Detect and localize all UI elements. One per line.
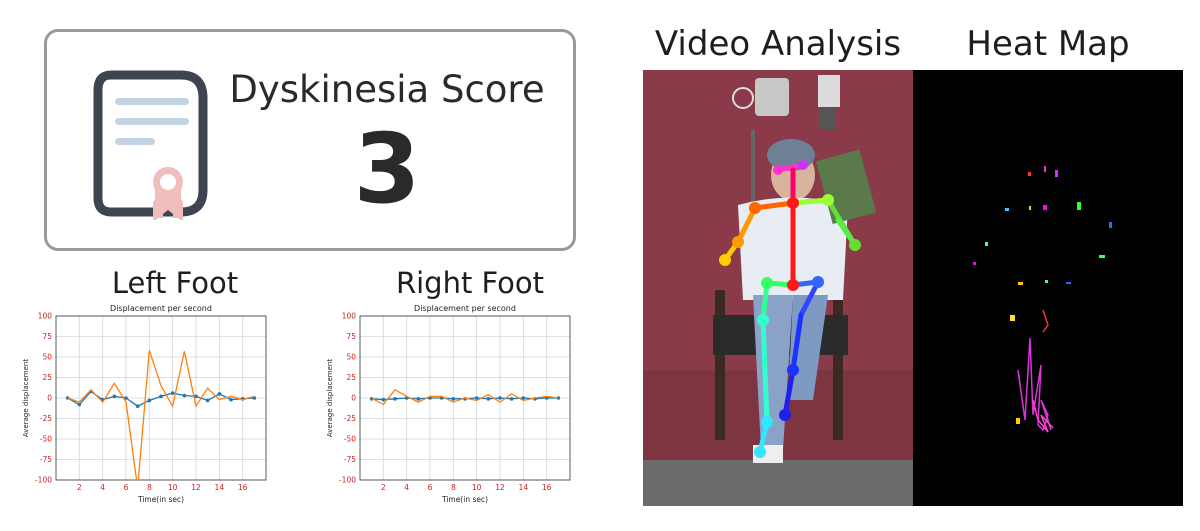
- y-tick-label: 25: [346, 373, 356, 382]
- data-point: [124, 396, 128, 400]
- data-point: [194, 394, 198, 399]
- y-tick-label: 25: [42, 373, 52, 382]
- x-tick-label: 16: [238, 483, 248, 492]
- data-point: [474, 396, 479, 400]
- data-point: [509, 397, 514, 401]
- y-tick-label: -25: [344, 414, 356, 423]
- y-tick-label: 0: [47, 394, 52, 403]
- y-axis-label: Average displacement: [326, 359, 334, 437]
- data-point: [381, 397, 386, 402]
- y-tick-label: -100: [35, 476, 52, 485]
- x-tick-label: 10: [168, 483, 178, 492]
- data-point: [205, 398, 210, 403]
- x-tick-label: 2: [77, 483, 82, 492]
- data-point: [498, 396, 502, 400]
- x-axis-label: Time(in sec): [441, 495, 488, 504]
- x-tick-label: 14: [215, 483, 225, 492]
- series-line-2: [67, 350, 255, 480]
- plot-frame: [359, 315, 571, 481]
- pose-estimation-image: [643, 70, 913, 506]
- y-tick-label: -100: [339, 476, 356, 485]
- y-tick-label: -50: [40, 435, 52, 444]
- heat-map-frame: [913, 70, 1183, 506]
- video-analysis-title: Video Analysis: [654, 24, 902, 64]
- data-point: [135, 404, 140, 408]
- y-tick-label: -75: [40, 455, 52, 464]
- data-point: [229, 397, 233, 402]
- heat-map-image: [973, 166, 1112, 433]
- series-line-2: [371, 388, 559, 406]
- x-tick-label: 14: [519, 483, 529, 492]
- y-tick-label: -50: [344, 435, 356, 444]
- y-tick-label: 0: [351, 394, 356, 403]
- x-tick-label: 4: [100, 483, 105, 492]
- y-tick-label: -75: [344, 455, 356, 464]
- x-tick-label: 8: [451, 483, 456, 492]
- data-point: [217, 392, 222, 396]
- data-point: [451, 397, 456, 401]
- video-analysis-frame: [643, 70, 913, 506]
- data-point: [112, 394, 117, 399]
- y-tick-label: 50: [42, 353, 52, 362]
- data-point: [393, 397, 397, 401]
- score-value: 3: [353, 113, 421, 225]
- score-card: Dyskinesia Score 3: [44, 29, 576, 251]
- right-foot-heading: Right Foot: [395, 266, 545, 300]
- data-point: [170, 391, 175, 395]
- x-tick-label: 10: [472, 483, 482, 492]
- x-tick-label: 16: [542, 483, 552, 492]
- chart-title: Displacement per second: [110, 304, 212, 313]
- heat-map-title: Heat Map: [966, 24, 1130, 64]
- chart-title: Displacement per second: [414, 304, 516, 313]
- left-foot-heading: Left Foot: [111, 266, 239, 300]
- data-point: [182, 393, 187, 398]
- y-tick-label: 50: [346, 353, 356, 362]
- x-tick-label: 12: [191, 483, 201, 492]
- score-title: Dyskinesia Score: [229, 68, 545, 111]
- x-tick-label: 6: [428, 483, 433, 492]
- y-tick-label: 100: [38, 312, 53, 321]
- series-group: [369, 388, 561, 406]
- left-foot-chart: Displacement per second 2 4 6 8 10 12 14 16 -100 -…: [22, 304, 267, 504]
- x-tick-label: 4: [404, 483, 409, 492]
- data-point: [521, 396, 526, 400]
- right-foot-chart: Displacement per second 2 4 6 8 10 12 14 16 -100 -…: [326, 304, 571, 504]
- x-tick-label: 8: [147, 483, 152, 492]
- y-tick-label: -25: [40, 414, 52, 423]
- y-tick-label: 75: [346, 332, 356, 341]
- data-point: [416, 397, 421, 401]
- plot-frame: [55, 315, 267, 481]
- data-point: [77, 402, 82, 407]
- x-axis-label: Time(in sec): [137, 495, 184, 504]
- y-axis-label: Average displacement: [22, 359, 30, 437]
- data-point: [486, 397, 491, 401]
- y-tick-label: 75: [42, 332, 52, 341]
- data-point: [147, 398, 152, 403]
- series-line-1: [67, 390, 255, 407]
- x-tick-label: 6: [124, 483, 129, 492]
- series-group: [65, 350, 257, 480]
- y-tick-label: 100: [342, 312, 357, 321]
- x-tick-label: 12: [495, 483, 505, 492]
- x-tick-label: 2: [381, 483, 386, 492]
- certificate-document-icon: [93, 70, 208, 220]
- data-point: [159, 394, 163, 399]
